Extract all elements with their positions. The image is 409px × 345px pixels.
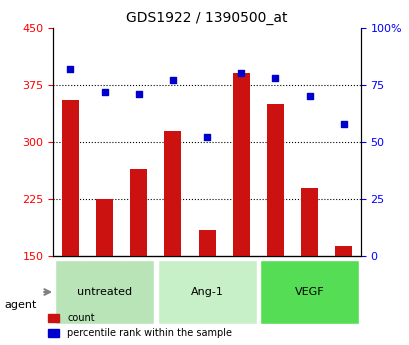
FancyBboxPatch shape [259, 260, 358, 324]
Bar [96, 199, 113, 256]
Point [237, 71, 244, 76]
Title: GDS1922 / 1390500_at: GDS1922 / 1390500_at [126, 11, 287, 25]
Bar [300, 188, 317, 256]
Bar [334, 246, 351, 256]
Point [67, 66, 74, 71]
Bar [198, 230, 215, 256]
Point [169, 77, 176, 83]
Point [135, 91, 142, 97]
Point [272, 75, 278, 81]
Point [306, 93, 312, 99]
Legend: count, percentile rank within the sample: count, percentile rank within the sample [46, 312, 234, 340]
Bar [62, 100, 79, 256]
FancyBboxPatch shape [157, 260, 256, 324]
FancyBboxPatch shape [55, 260, 154, 324]
Text: untreated: untreated [77, 287, 132, 297]
Bar [266, 104, 283, 256]
Text: VEGF: VEGF [294, 287, 324, 297]
Bar [130, 169, 147, 256]
Text: Ang-1: Ang-1 [190, 287, 223, 297]
Text: agent: agent [4, 300, 36, 310]
Point [203, 135, 210, 140]
Bar [232, 73, 249, 256]
Bar [164, 130, 181, 256]
Point [101, 89, 108, 95]
Point [339, 121, 346, 126]
